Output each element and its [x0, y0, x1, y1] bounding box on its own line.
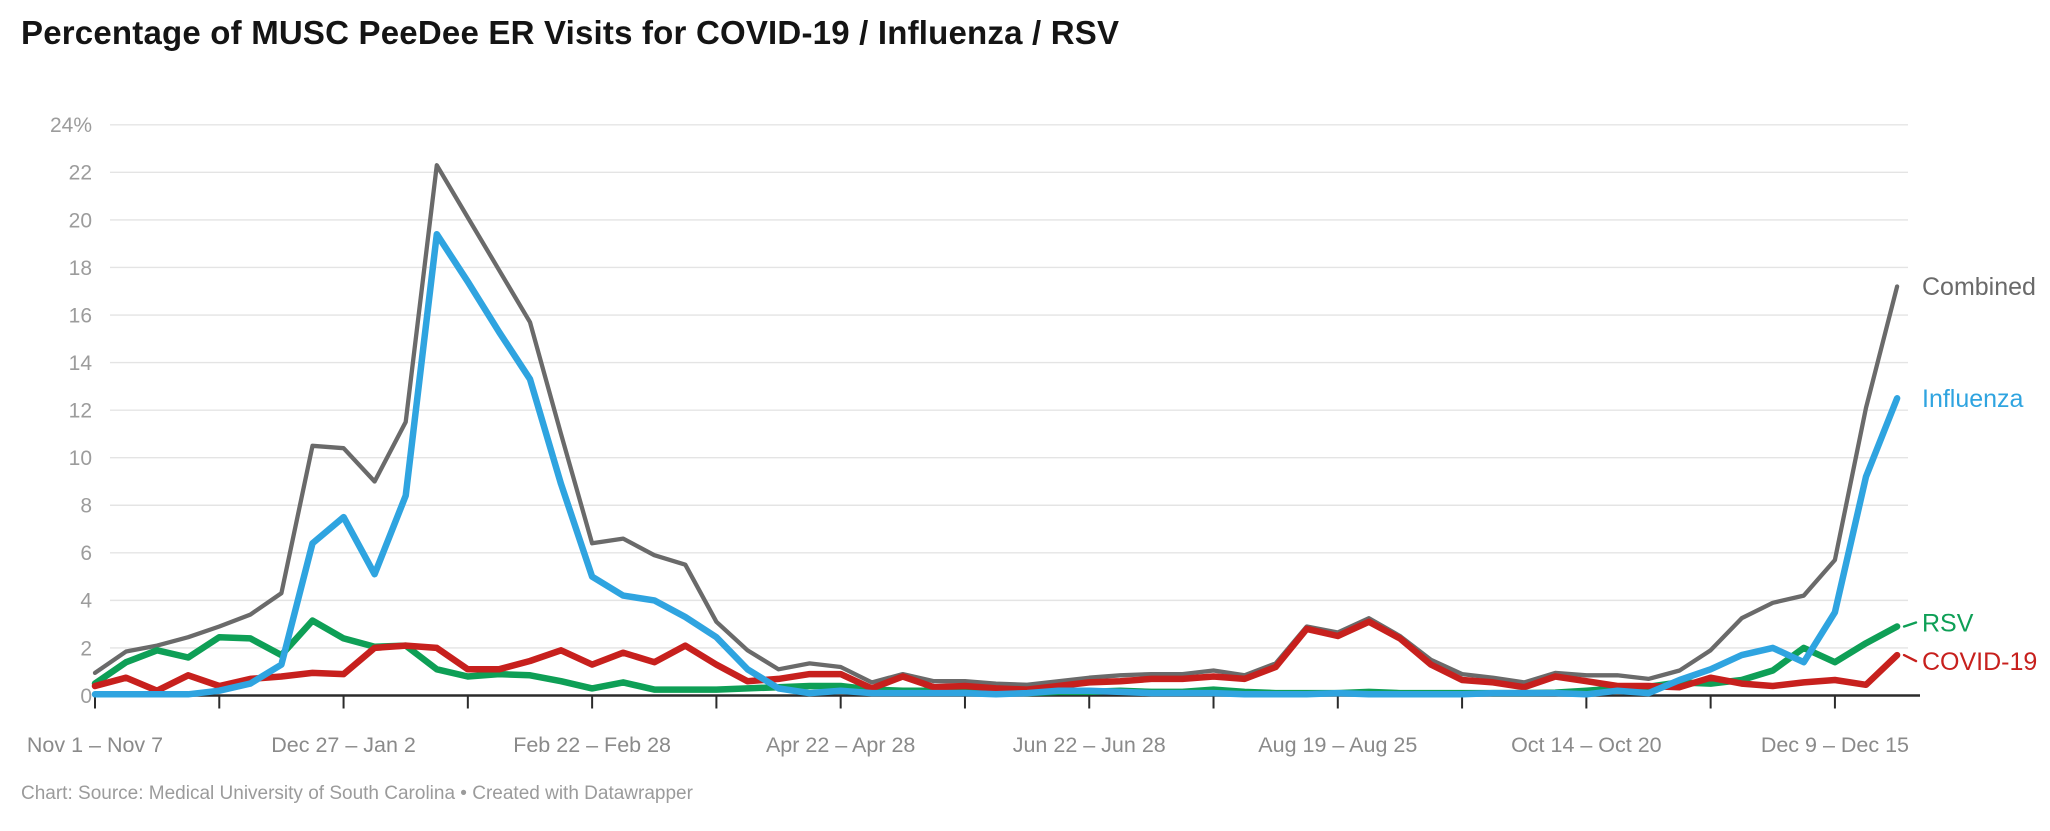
y-axis-label-22: 22 — [69, 162, 92, 185]
series-line-covid-19 — [91, 618, 1901, 694]
x-axis-label-5: Aug 19 – Aug 25 — [1258, 733, 1417, 757]
series-line-combined — [92, 163, 1900, 687]
x-axis-label-7: Dec 9 – Dec 15 — [1761, 733, 1909, 757]
legend-label-influenza: Influenza — [1922, 385, 2024, 413]
y-axis-label-14: 14 — [69, 352, 93, 375]
y-axis-label-0: 0 — [80, 685, 92, 708]
legend-label-combined: Combined — [1922, 273, 2036, 301]
chart-title: Percentage of MUSC PeeDee ER Visits for … — [21, 14, 1120, 51]
y-axis-label-18: 18 — [69, 257, 92, 280]
y-axis-label-20: 20 — [69, 209, 92, 232]
y-axis-label-8: 8 — [80, 495, 92, 518]
y-axis-label-4: 4 — [80, 590, 92, 613]
legend-label-rsv: RSV — [1922, 609, 1974, 637]
y-axis-label-2: 2 — [80, 637, 92, 660]
y-axis-label-6: 6 — [80, 542, 92, 565]
x-axis-label-1: Dec 27 – Jan 2 — [271, 733, 416, 757]
x-axis-label-4: Jun 22 – Jun 28 — [1013, 733, 1166, 757]
y-axis-label-16: 16 — [69, 304, 92, 327]
legend-connector-covid-19 — [1902, 653, 1918, 663]
y-axis-label-24%: 24% — [50, 114, 92, 137]
y-axis-label-10: 10 — [69, 447, 92, 470]
x-axis-label-6: Oct 14 – Oct 20 — [1511, 733, 1662, 757]
series-line-influenza — [91, 230, 1901, 698]
x-axis-label-3: Apr 22 – Apr 28 — [766, 733, 915, 757]
x-axis-label-0: Nov 1 – Nov 7 — [27, 733, 163, 757]
legend-connector-rsv — [1902, 621, 1918, 628]
legend-label-covid-19: COVID-19 — [1922, 648, 2037, 676]
x-axis-label-2: Feb 22 – Feb 28 — [513, 733, 671, 757]
source-attribution: Chart: Source: Medical University of Sou… — [21, 783, 693, 804]
y-axis-label-12: 12 — [69, 399, 92, 422]
